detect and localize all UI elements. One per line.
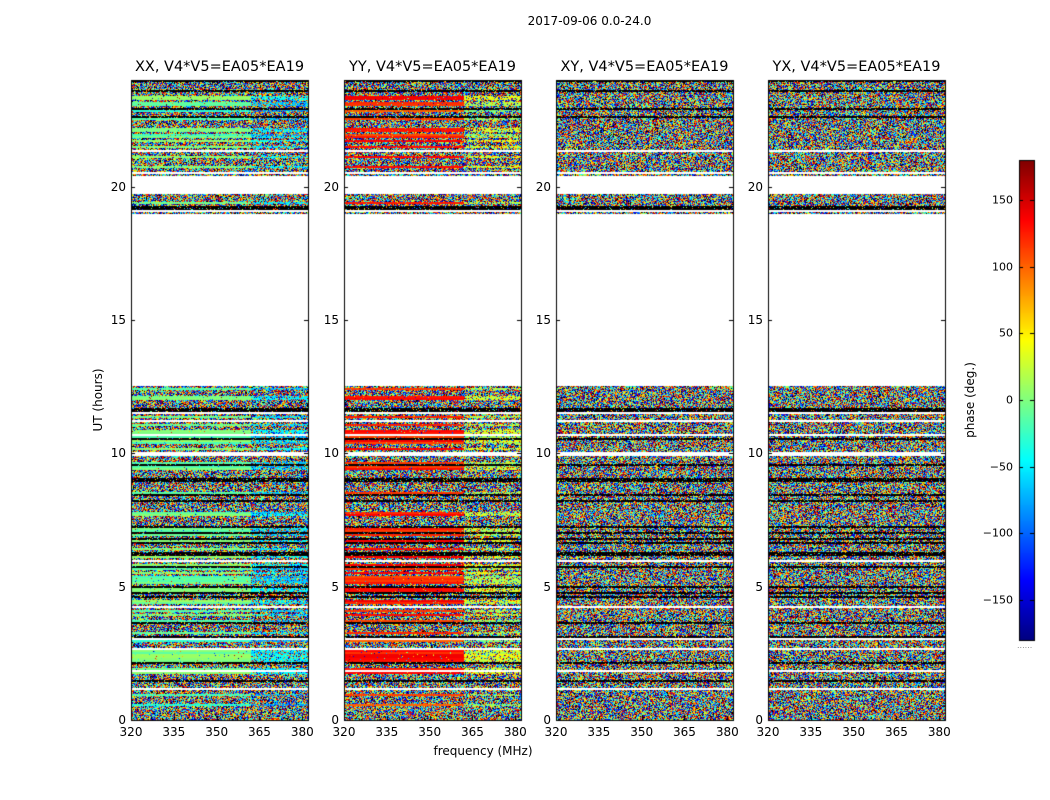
x-tick-label: 365 [248, 725, 271, 739]
colorbar-tick-label: 100 [992, 260, 1013, 274]
x-tick-label: 350 [842, 725, 866, 739]
x-tick-label: 335 [162, 725, 186, 739]
y-tick-label: 5 [755, 579, 763, 594]
x-tick-label: 320 [119, 725, 143, 739]
y-tick-label: 10 [747, 446, 763, 461]
panel-title-xy: XY, V4*V5=EA05*EA19 [560, 59, 729, 75]
x-tick-label: 350 [630, 725, 654, 739]
colorbar-tick-label: −100 [982, 526, 1013, 540]
y-tick-label: 20 [323, 179, 339, 194]
y-tick-label: 5 [331, 579, 339, 594]
colorbar-label: phase (deg.) [963, 362, 977, 438]
y-tick-label: 15 [110, 313, 126, 327]
y-tick-label: 5 [543, 579, 551, 594]
x-tick-label: 350 [205, 725, 229, 739]
panel-title-yx: YX, V4*V5=EA05*EA19 [772, 59, 941, 75]
x-tick-label: 380 [715, 725, 739, 739]
x-tick-label: 365 [461, 725, 484, 739]
y-tick-label: 20 [110, 179, 126, 194]
y-axis-label: UT (hours) [91, 368, 105, 432]
y-tick-label: 20 [747, 179, 763, 194]
x-tick-label: 335 [587, 725, 611, 739]
x-tick-label: 380 [927, 725, 951, 739]
y-tick-label: 10 [323, 446, 339, 461]
colorbar-tick-label: 150 [992, 193, 1013, 207]
y-tick-label: 0 [755, 713, 763, 727]
x-tick-label: 320 [756, 725, 780, 739]
colorbar-tick-label: −150 [982, 593, 1013, 607]
x-tick-label: 365 [885, 725, 908, 739]
y-tick-label: 10 [535, 446, 551, 461]
x-tick-label: 365 [673, 725, 696, 739]
colorbar-footnote: ...... [1017, 641, 1033, 650]
y-tick-label: 0 [331, 713, 339, 727]
x-tick-label: 350 [418, 725, 442, 739]
y-tick-label: 20 [535, 179, 551, 194]
colorbar-tick-label: 0 [1006, 393, 1013, 407]
x-axis-label: frequency (MHz) [433, 744, 533, 758]
y-tick-label: 0 [118, 713, 126, 727]
x-tick-label: 380 [290, 725, 314, 739]
panel-title-xx: XX, V4*V5=EA05*EA19 [134, 59, 305, 75]
y-tick-label: 0 [543, 713, 551, 727]
colorbar-tick-label: 50 [999, 326, 1013, 340]
x-tick-label: 320 [332, 725, 356, 739]
y-tick-label: 15 [535, 313, 551, 327]
y-tick-label: 15 [323, 313, 339, 327]
x-tick-label: 335 [799, 725, 823, 739]
colorbar-tick-label: −50 [989, 460, 1013, 474]
y-tick-label: 15 [747, 313, 763, 327]
x-tick-label: 320 [544, 725, 568, 739]
y-tick-label: 10 [110, 446, 126, 461]
panel-title-yy: YY, V4*V5=EA05*EA19 [349, 59, 516, 75]
figure-title: 2017-09-06 0.0-24.0 [527, 14, 652, 28]
x-tick-label: 335 [375, 725, 399, 739]
x-tick-label: 380 [503, 725, 527, 739]
y-tick-label: 5 [118, 579, 126, 594]
